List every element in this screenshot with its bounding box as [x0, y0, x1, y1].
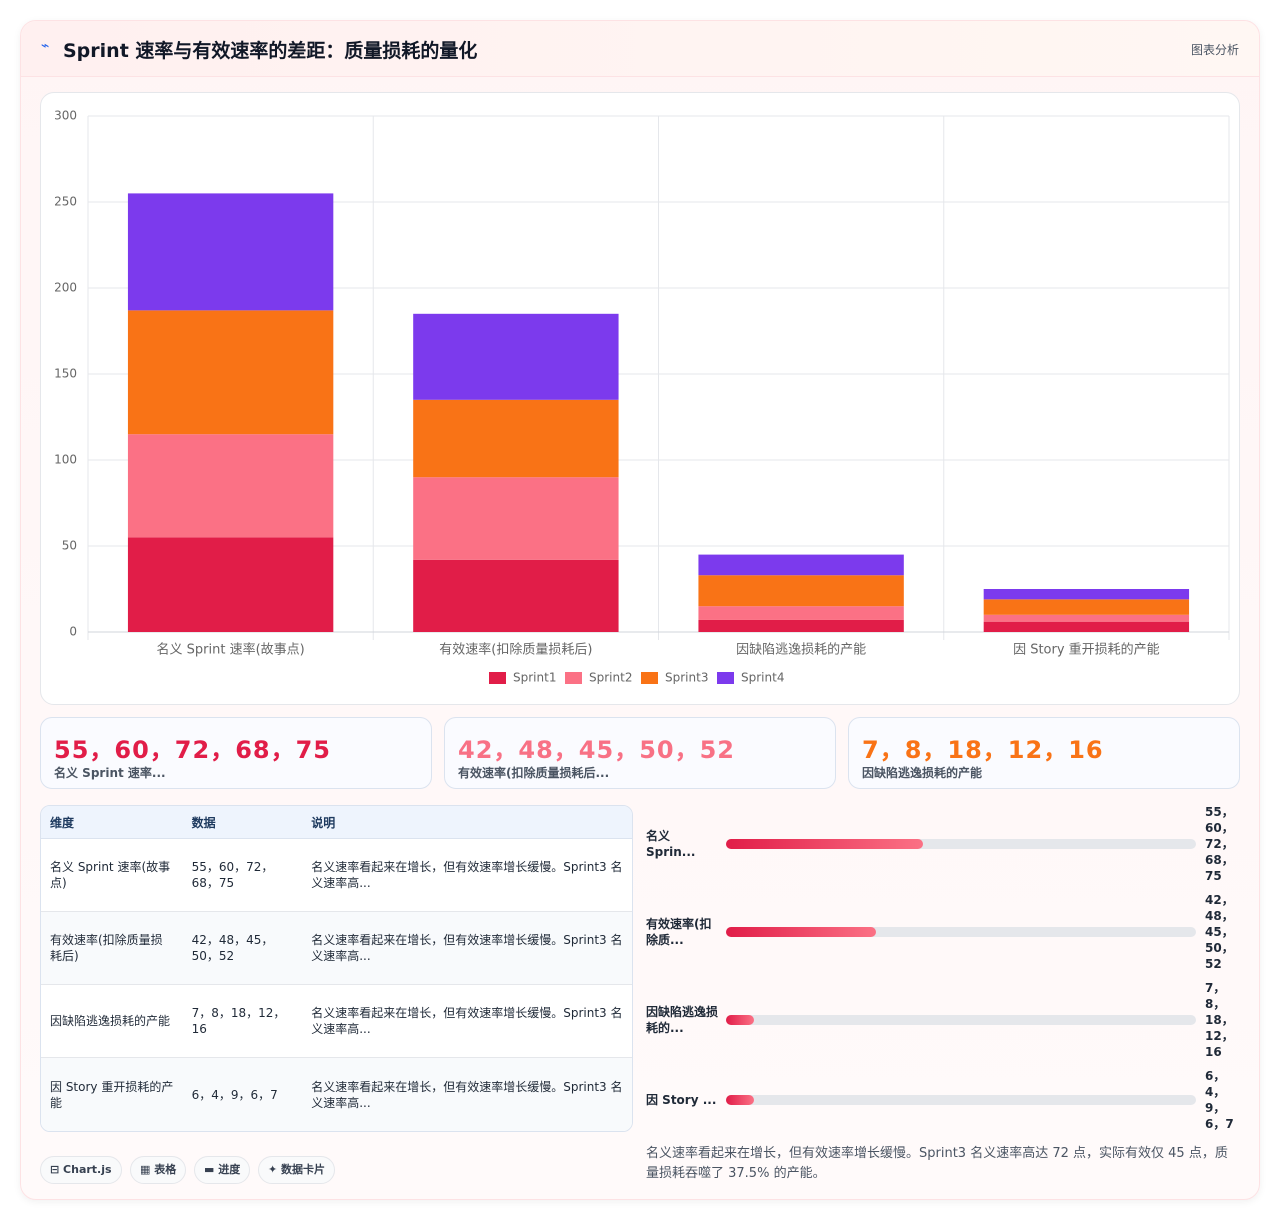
bar-segment [127, 310, 334, 435]
kpi-value: 42，48，45，50，52 [458, 736, 735, 764]
header: ⌁ Sprint 速率与有效速率的差距：质量损耗的量化 图表分析 [21, 21, 1259, 77]
table-cell: 55，60，72，68，75 [182, 839, 303, 912]
table-row: 因 Story 重开损耗的产能 6，4，9，6，7 名义速率看起来在增长，但有效速率… [41, 1058, 632, 1131]
x-tick-label: 因 Story 重开损耗的产能 [1013, 642, 1160, 658]
legend-swatch [717, 672, 734, 684]
bar-segment [698, 575, 904, 607]
bar-segment [983, 614, 1190, 622]
y-tick-label: 300 [54, 109, 77, 123]
table-cell: 42，48，45，50，52 [182, 912, 303, 985]
bar-segment [698, 606, 904, 620]
legend-label: Sprint1 [513, 671, 556, 685]
progress-fill [726, 1015, 755, 1025]
progress-value: 55，60，72，68，75 [1205, 805, 1234, 883]
bar-segment [983, 599, 1190, 615]
table-cell: 6，4，9，6，7 [182, 1058, 303, 1131]
kpi-label: 因缺陷逃逸损耗的产能 [862, 766, 983, 780]
table-header: 数据 [182, 806, 303, 839]
legend-label: Sprint2 [589, 671, 632, 685]
header-action[interactable]: 图表分析 [1190, 43, 1239, 57]
y-tick-label: 50 [62, 539, 77, 553]
kpi-value: 55，60，72，68，75 [54, 736, 331, 764]
table-cell: 名义速率看起来在增长，但有效速率增长缓慢。Sprint3 名义速率高... [302, 912, 632, 985]
progress-track [726, 839, 1196, 849]
toolbar-button[interactable]: ✦ 数据卡片 [258, 1156, 336, 1184]
y-tick-label: 0 [69, 625, 77, 639]
table-row: 名义 Sprint 速率(故事点) 55，60，72，68，75 名义速率看起来在增… [41, 839, 632, 912]
kpi-label: 名义 Sprint 速率... [54, 766, 166, 780]
progress-fill [726, 927, 877, 937]
y-tick-label: 250 [54, 195, 77, 209]
legend-swatch [489, 672, 506, 684]
progress-label: 有效速率(扣除质... [646, 917, 712, 947]
table-cell: 名义 Sprint 速率(故事点) [41, 839, 183, 912]
table-cell: 有效速率(扣除质量损耗后) [41, 912, 183, 985]
bar-segment [983, 621, 1190, 632]
table-cell: 名义速率看起来在增长，但有效速率增长缓慢。Sprint3 名义速率高... [302, 985, 632, 1058]
kpi-card: 7，8，18，12，16 因缺陷逃逸损耗的产能 [848, 717, 1240, 789]
kpi-card: 55，60，72，68，75 名义 Sprint 速率... [40, 717, 432, 789]
data-table: 维度 数据 说明 名义 Sprint 速率(故事点) 55，60，72，68，75 名义速… [40, 805, 633, 1132]
table-row: 因缺陷逃逸损耗的产能 7，8，18，12，16 名义速率看起来在增长，但有效速率增长… [41, 985, 632, 1058]
progress-track [726, 1015, 1196, 1025]
table-cell: 名义速率看起来在增长，但有效速率增长缓慢。Sprint3 名义速率高... [302, 1058, 632, 1131]
kpi-value: 7，8，18，12，16 [862, 736, 1104, 764]
header-title: Sprint 速率与有效速率的差距：质量损耗的量化 [63, 40, 478, 62]
bar-segment [413, 559, 619, 632]
progress-value: 7，8，18，12，16 [1205, 981, 1234, 1059]
bar-segment [413, 313, 619, 400]
progress-value: 6，4，9，6，7 [1205, 1069, 1234, 1131]
table-cell: 因 Story 重开损耗的产能 [41, 1058, 183, 1131]
progress-label: 因 Story ... [646, 1093, 717, 1107]
kpi-label: 有效速率(扣除质量损耗后... [458, 766, 610, 780]
toolbar-button[interactable]: ⊟ Chart.js [40, 1156, 122, 1184]
y-tick-label: 150 [54, 367, 77, 381]
progress-label: 名义 Sprin... [646, 829, 696, 859]
y-tick-label: 200 [54, 281, 77, 295]
chart: 0 50 100 150 200 250 300 名义 Sprint 速率(故事点) 有效速率(… [54, 109, 1230, 685]
kpi-card: 42，48，45，50，52 有效速率(扣除质量损耗后... [444, 717, 836, 789]
table-cell: 7，8，18，12，16 [182, 985, 303, 1058]
table-cell: 名义速率看起来在增长，但有效速率增长缓慢。Sprint3 名义速率高... [302, 839, 632, 912]
legend-swatch [641, 672, 658, 684]
bar-segment [413, 477, 619, 560]
x-tick-label: 有效速率(扣除质量损耗后) [439, 642, 592, 658]
table-header: 维度 [41, 806, 183, 839]
toolbar-button[interactable]: ▬ 进度 [194, 1156, 251, 1184]
x-tick-label: 因缺陷逃逸损耗的产能 [736, 642, 866, 658]
progress-track [726, 1095, 1196, 1105]
bar-segment [698, 554, 904, 576]
legend-label: Sprint4 [741, 671, 784, 685]
progress-value: 42，48，45，50，52 [1205, 893, 1234, 971]
bar-segment [127, 434, 334, 538]
table-cell: 因缺陷逃逸损耗的产能 [41, 985, 183, 1058]
progress-track [726, 927, 1196, 937]
note: 名义速率看起来在增长，但有效速率增长缓慢。Sprint3 名义速率高达 72 点… [646, 1146, 1228, 1181]
bar-segment [413, 399, 619, 478]
x-tick-label: 名义 Sprint 速率(故事点) [157, 642, 305, 658]
table-row: 有效速率(扣除质量损耗后) 42，48，45，50，52 名义速率看起来在增长，但有… [41, 912, 632, 985]
bar-segment [127, 193, 334, 311]
bar-segment [983, 589, 1190, 600]
table-header: 说明 [302, 806, 632, 839]
legend-label: Sprint3 [665, 671, 708, 685]
bar-segment [127, 537, 334, 632]
toolbar-button[interactable]: ▦ 表格 [130, 1156, 187, 1184]
progress-label: 因缺陷逃逸损耗的... [646, 1005, 719, 1035]
y-tick-label: 100 [54, 453, 77, 467]
progress-fill [726, 1095, 755, 1105]
chart-panel: 0 50 100 150 200 250 300 名义 Sprint 速率(故事点) 有效速率(… [40, 92, 1240, 705]
bar-segment [698, 619, 904, 632]
progress-fill [726, 839, 924, 849]
header-icon: ⌁ [41, 38, 50, 54]
legend-swatch [565, 672, 582, 684]
